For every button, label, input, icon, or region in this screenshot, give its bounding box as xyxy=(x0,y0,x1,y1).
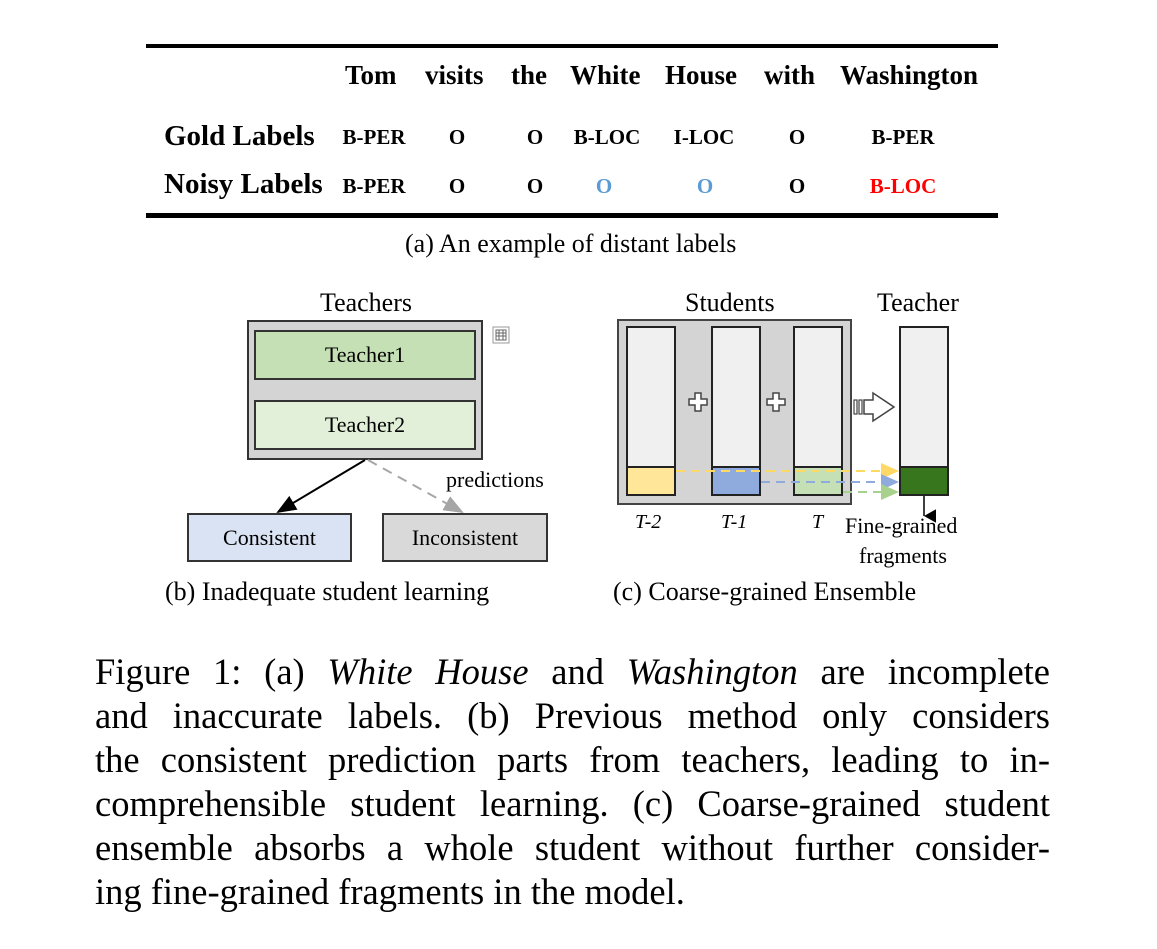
caption-line: the consistent prediction parts from tea… xyxy=(95,739,1050,780)
table-top-rule xyxy=(146,44,998,48)
student-t2-fragment xyxy=(626,466,676,496)
caption-line: Figure 1: (a) White House and Washington… xyxy=(95,650,1050,694)
consistent-box: Consistent xyxy=(187,513,352,562)
caption-line: ing fine-grained fragments in the model. xyxy=(95,871,685,912)
subcaption-c: (c) Coarse-grained Ensemble xyxy=(613,577,917,606)
plus-icon xyxy=(766,392,786,412)
teacher-fragment xyxy=(899,466,949,496)
inconsistent-label: Inconsistent xyxy=(411,524,519,550)
gold-labels-label: Gold Labels xyxy=(164,120,315,152)
noisy-tag-incomplete: O xyxy=(696,174,714,198)
teacher1-label: Teacher1 xyxy=(324,342,406,367)
noisy-tag: O xyxy=(788,174,806,198)
caption-line: comprehensible student learning. (c) Coa… xyxy=(95,783,1050,824)
noisy-tag: O xyxy=(448,174,466,198)
table-bottom-rule xyxy=(146,213,998,218)
consistent-label: Consistent xyxy=(223,524,316,550)
caption-text: Figure 1: (a) xyxy=(95,651,328,692)
predictions-label: predictions xyxy=(446,467,544,492)
fragments-label: fragments xyxy=(859,543,947,568)
teacher-title: Teacher xyxy=(877,288,959,317)
anchor-icon xyxy=(492,326,510,344)
teachers-title: Teachers xyxy=(320,288,413,317)
word-white: White xyxy=(570,60,641,90)
gold-tag: O xyxy=(788,125,806,149)
gold-tag: I-LOC xyxy=(673,125,735,149)
label-t-minus-2: T-2 xyxy=(635,511,662,533)
word-washington: Washington xyxy=(840,60,979,90)
noisy-labels-label: Noisy Labels xyxy=(164,168,323,200)
caption-line: ensemble absorbs a whole student without… xyxy=(95,827,1050,868)
label-t: T xyxy=(812,511,824,533)
noisy-tag: B-PER xyxy=(342,174,406,198)
caption-emphasis: Washington xyxy=(626,651,798,692)
consistent-arrow xyxy=(276,459,366,514)
gold-tag: O xyxy=(526,125,544,149)
word-with: with xyxy=(764,60,816,90)
caption-text: and xyxy=(528,651,627,692)
figure-caption: Figure 1: (a) White House and Washington… xyxy=(95,650,1050,914)
caption-line: and inaccurate labels. (b) Previous meth… xyxy=(95,695,1050,736)
inconsistent-box: Inconsistent xyxy=(382,513,548,562)
teacher2-box: Teacher2 xyxy=(254,400,476,450)
inconsistent-arrow xyxy=(367,459,464,513)
ensemble-arrow-icon xyxy=(853,391,896,423)
noisy-tag-inaccurate: B-LOC xyxy=(869,174,937,198)
gold-tag: B-PER xyxy=(871,125,935,149)
fine-grained-label: Fine-grained xyxy=(845,513,958,538)
word-the: the xyxy=(511,60,547,90)
word-visits: visits xyxy=(425,60,484,90)
caption-emphasis: White House xyxy=(327,651,529,692)
gold-tag: O xyxy=(448,125,466,149)
caption-text: are incomplete xyxy=(797,651,1050,692)
teacher1-box: Teacher1 xyxy=(254,330,476,380)
students-title: Students xyxy=(685,288,775,317)
gold-tag: B-LOC xyxy=(573,125,641,149)
noisy-tag-incomplete: O xyxy=(595,174,613,198)
noisy-tag: O xyxy=(526,174,544,198)
gold-tag: B-PER xyxy=(342,125,406,149)
plus-icon xyxy=(688,392,708,412)
word-tom: Tom xyxy=(345,60,397,90)
subcaption-a: (a) An example of distant labels xyxy=(405,229,737,258)
teacher2-label: Teacher2 xyxy=(324,412,406,437)
word-house: House xyxy=(665,60,738,90)
subcaption-b: (b) Inadequate student learning xyxy=(165,577,490,606)
label-t-minus-1: T-1 xyxy=(721,511,748,533)
